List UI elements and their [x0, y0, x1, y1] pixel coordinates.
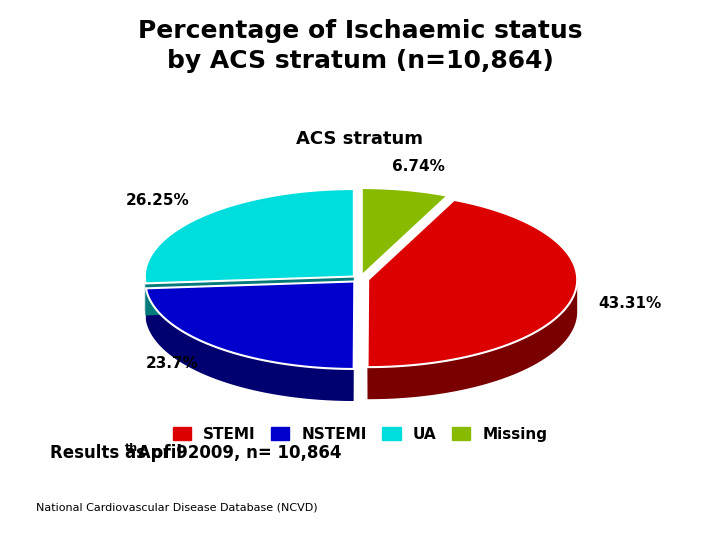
Text: 23.7%: 23.7% — [146, 356, 199, 371]
Polygon shape — [146, 281, 354, 320]
Text: Percentage of Ischaemic status
by ACS stratum (n=10,864): Percentage of Ischaemic status by ACS st… — [138, 19, 582, 72]
Text: ACS stratum: ACS stratum — [297, 130, 423, 147]
Text: 6.74%: 6.74% — [392, 159, 444, 173]
Text: April 2009, n= 10,864: April 2009, n= 10,864 — [132, 444, 342, 462]
Polygon shape — [146, 288, 354, 401]
Polygon shape — [367, 200, 577, 367]
Polygon shape — [367, 279, 577, 399]
Polygon shape — [146, 281, 354, 369]
Text: National Cardiovascular Disease Database (NCVD): National Cardiovascular Disease Database… — [36, 503, 318, 513]
Polygon shape — [145, 276, 354, 315]
Text: th: th — [125, 443, 138, 453]
Polygon shape — [145, 189, 354, 284]
Text: 43.31%: 43.31% — [598, 296, 661, 311]
Text: Results as of 9: Results as of 9 — [50, 444, 188, 462]
Text: 26.25%: 26.25% — [125, 193, 189, 208]
Legend: STEMI, NSTEMI, UA, Missing: STEMI, NSTEMI, UA, Missing — [166, 421, 554, 448]
Polygon shape — [361, 188, 448, 275]
